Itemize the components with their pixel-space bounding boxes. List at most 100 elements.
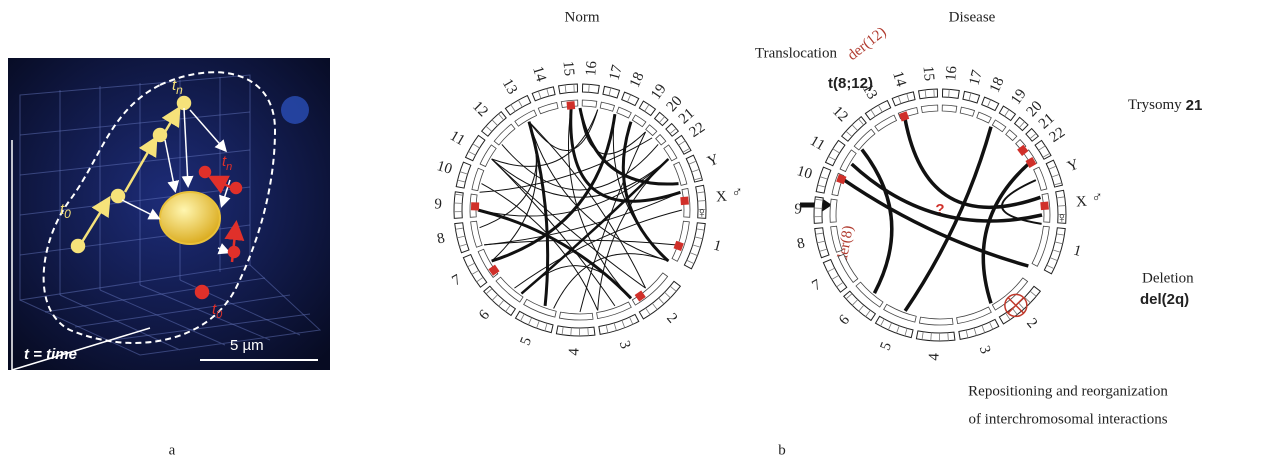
chromosome-band-inner <box>632 115 646 127</box>
chromosome-band <box>826 140 845 165</box>
chromosome-band-inner <box>830 199 837 222</box>
chromosome-label: 2 <box>663 310 680 326</box>
chromosome-label: X <box>715 189 727 206</box>
chromosome-band-inner <box>1006 130 1017 141</box>
interaction-arc <box>862 149 892 293</box>
chromosome-label: 5 <box>517 335 535 348</box>
interaction-arc <box>905 127 991 311</box>
chromosome-label: 17 <box>607 63 626 82</box>
chromosome-band <box>622 92 639 105</box>
chromosome-label: 11 <box>807 133 828 154</box>
chromosome-band-inner <box>875 115 897 131</box>
chromosome-band-inner <box>840 150 856 172</box>
chromosome-label: 8 <box>796 235 807 252</box>
chromosome-band <box>892 92 915 106</box>
figure: t0 tn t0 tn t = time 5 µm a Norm Disease… <box>0 0 1267 461</box>
chromosome-label: 16 <box>943 65 960 82</box>
chromosome-circle: 12345678910111213141516171819202122YX♀♂ <box>434 60 743 356</box>
chromosome-label: 15 <box>560 60 577 76</box>
locus-marker <box>680 197 689 206</box>
chromosome-label: 19 <box>1008 86 1030 107</box>
chromosome-band <box>655 112 668 125</box>
chromosome-label: 14 <box>889 70 909 90</box>
translocation-label: Translocation <box>755 45 837 61</box>
chromosome-band-inner <box>919 317 953 325</box>
chromosome-label: Y <box>1065 156 1081 175</box>
chromosome-band-inner <box>921 105 938 112</box>
panel-label: b <box>778 442 786 458</box>
interaction-arc <box>905 119 1040 207</box>
chromosome-band-inner <box>538 102 558 113</box>
sex-symbol: ♂ <box>1092 190 1103 206</box>
band-stripe <box>948 333 949 341</box>
chromosome-band <box>559 84 578 94</box>
chromosome-label: 6 <box>836 312 853 329</box>
panel-label: a <box>169 442 176 458</box>
chromosome-label: 4 <box>566 347 582 356</box>
sex-symbol: ♀ <box>696 206 707 222</box>
chromosome-label: 13 <box>499 76 520 97</box>
chromosome-band-inner <box>617 107 632 118</box>
chromosome-band <box>865 101 890 120</box>
chromosome-band-inner <box>656 135 666 145</box>
chromosome-band <box>639 101 655 115</box>
chromosome-band <box>666 124 678 137</box>
chromosome-band-inner <box>960 107 974 116</box>
chromosome-band <box>505 96 530 115</box>
chromosome-label: 11 <box>447 128 468 149</box>
chromosome-band <box>919 89 938 99</box>
chromosome-label: 12 <box>469 98 491 120</box>
chromosome-band <box>454 192 463 219</box>
deletion-label: Deletion <box>1142 270 1194 286</box>
chromosome-band-inner <box>1032 226 1049 266</box>
panel-a-image <box>8 58 330 370</box>
page: t0 tn t0 tn t = time 5 µm a Norm Disease… <box>0 0 1267 461</box>
chromosome-band <box>1015 117 1028 130</box>
chromosome-band-inner <box>1034 167 1047 190</box>
chromosome-band <box>982 97 999 110</box>
chromosome-label: 9 <box>794 201 802 217</box>
chromosome-label: 17 <box>967 68 986 87</box>
chromosome-band <box>1026 129 1038 142</box>
chromosome-label: 1 <box>712 238 723 255</box>
chromosome-band-inner <box>646 125 657 136</box>
chromosome-band <box>582 84 599 93</box>
chromosome-label: 9 <box>434 196 442 212</box>
chromosome-band-inner <box>472 168 484 190</box>
chromosome-band <box>942 89 959 98</box>
caption-line: Repositioning and reorganization <box>968 383 1168 399</box>
chromosome-band-inner <box>854 129 875 150</box>
locus-marker <box>1040 202 1049 211</box>
interaction-arc <box>492 159 669 197</box>
chromosome-band <box>815 228 829 258</box>
chromosome-label: 6 <box>476 307 493 324</box>
chromosome-band-inner <box>977 112 992 123</box>
derivative-12: der(12) <box>845 24 890 64</box>
chromosome-label: 4 <box>926 352 942 361</box>
chromosome-band <box>675 135 691 154</box>
chromosome-label: 2 <box>1023 315 1040 331</box>
chromosome-band <box>532 87 555 101</box>
chromosome-band <box>999 106 1015 120</box>
sex-symbol: ♀ <box>1056 211 1067 227</box>
chromosome-label: 10 <box>435 158 454 178</box>
chromosome-label: 19 <box>648 81 670 102</box>
chromosome-band-inner <box>524 299 557 317</box>
chromosome-label: 18 <box>627 70 648 90</box>
norm-title: Norm <box>565 9 600 25</box>
chromosome-label: 10 <box>795 163 814 183</box>
chromosome-band-inner <box>480 145 496 167</box>
chromosome-label: 1 <box>1072 243 1083 260</box>
chromosome-label: 7 <box>449 271 464 289</box>
chromosome-band-inner <box>471 221 483 247</box>
chromosome-circle: 12345678910111213141516171819202122YX♀♂ <box>794 65 1103 361</box>
chromosome-band-inner <box>664 145 677 161</box>
caption-line: of interchromosomal interactions <box>968 411 1167 427</box>
chromosome-label: X <box>1075 194 1087 211</box>
chromosome-band <box>456 162 471 188</box>
chromosome-band-inner <box>559 312 593 320</box>
chromosome-band-inner <box>600 102 614 111</box>
chromosome-band <box>814 197 823 224</box>
chromosome-band-inner <box>884 304 917 322</box>
